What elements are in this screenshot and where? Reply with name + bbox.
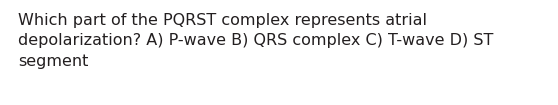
Text: Which part of the PQRST complex represents atrial
depolarization? A) P-wave B) Q: Which part of the PQRST complex represen…	[18, 13, 493, 69]
